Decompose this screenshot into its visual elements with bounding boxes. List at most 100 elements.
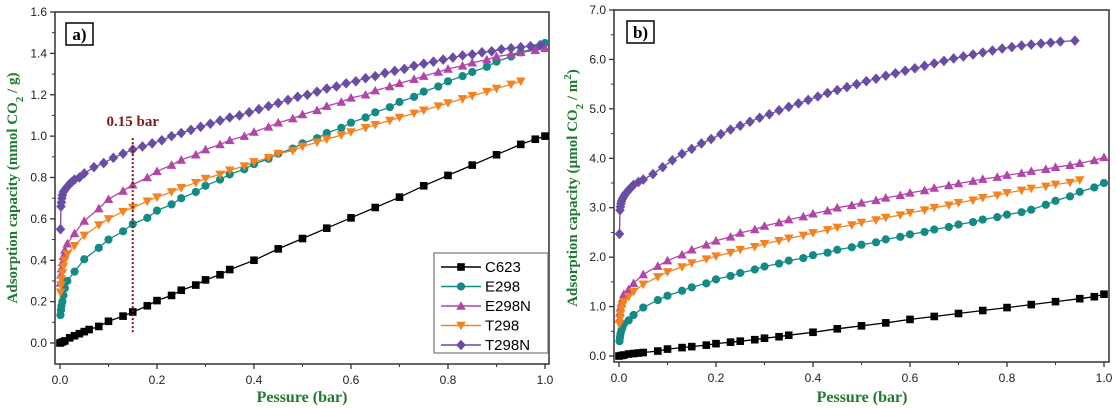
data-point [195,121,206,133]
data-point [239,131,250,140]
data-point [467,57,478,67]
data-point [331,81,342,92]
data-point [1099,152,1109,162]
panel-b-chart: 0.0 0.2 0.4 0.6 0.8 1.0 0.0 1.0 2.0 3.0 4.0 5.0 6.0 7… [562,3,1113,406]
data-point [706,133,716,145]
series-e298 [615,178,1109,346]
data-point [89,161,99,173]
legend-label: E298N [485,298,531,315]
legend-marker [456,339,466,351]
panel-a-axes: 0.0 0.2 0.4 0.6 0.8 1.0 0.0 0.2 0.4 0.6 0.8 1.0 1.2 1… [30,5,553,387]
data-point [1055,36,1066,47]
data-point [370,70,381,82]
data-point [166,130,177,142]
y-tick-label: 6.0 [589,52,606,66]
data-point [906,315,914,324]
y-tick-label: 1.4 [30,46,47,60]
data-point [409,74,419,84]
data-point [760,262,769,271]
data-point [978,306,987,315]
data-point [302,89,313,101]
data-point [119,312,127,320]
data-point [467,91,478,101]
data-point [273,97,284,109]
x-tick-label: 0.4 [805,371,822,385]
data-point [137,141,148,152]
data-point [127,144,138,155]
legend-marker [456,282,466,291]
data-point [273,149,284,159]
data-point [118,186,128,195]
data-point [929,183,940,192]
data-point [895,190,906,200]
data-point [667,154,678,166]
data-point [486,46,497,57]
data-point [506,80,516,90]
data-point [1017,208,1026,217]
data-point [58,262,69,272]
data-point [394,78,405,88]
data-point [662,268,673,277]
data-point [263,122,274,131]
data-point [142,197,153,207]
data-point [759,221,770,230]
data-point [997,43,1007,54]
data-point [176,184,187,193]
data-point [1050,180,1061,190]
data-point [176,155,187,164]
data-point [619,297,629,307]
data-point [745,116,755,128]
data-point [1065,192,1075,201]
data-point [1075,294,1084,303]
data-point [166,188,177,197]
data-point [336,131,347,140]
data-point [920,227,929,237]
data-point [152,166,162,176]
data-point [992,172,1003,181]
series-line [618,39,1075,234]
y-tick-label: 0.6 [30,212,47,226]
data-point [968,196,978,206]
data-point [638,269,649,279]
data-point [1027,300,1036,309]
data-point [857,240,866,249]
data-point [653,261,663,270]
data-point [798,231,809,241]
data-point [615,315,625,324]
data-point [321,135,332,145]
data-point [177,286,186,295]
series-t298 [55,77,526,298]
data-point [764,108,775,120]
data-point [57,268,68,278]
data-point [968,49,978,60]
data-point [69,241,80,251]
data-point [677,263,687,272]
data-point [70,331,79,340]
data-point [118,227,128,236]
data-point [409,92,419,101]
data-point [225,265,234,274]
data-point [525,40,536,52]
data-point [881,319,890,327]
data-point [754,112,765,124]
x-tick-label: 0.6 [902,371,919,385]
data-point [224,166,235,176]
data-point [177,194,186,203]
data-point [968,176,978,185]
data-point [98,157,109,169]
data-point [857,322,866,330]
data-point [215,139,225,149]
data-point [143,213,152,222]
data-point [808,251,818,260]
data-point [244,107,254,118]
legend-box [433,252,549,354]
data-point [477,47,487,58]
data-point [1050,162,1061,171]
data-point [847,200,857,210]
data-point [541,132,549,140]
data-point [823,248,832,257]
data-point [85,325,93,334]
data-point [200,174,211,184]
data-point [871,216,881,225]
data-point [263,100,274,112]
